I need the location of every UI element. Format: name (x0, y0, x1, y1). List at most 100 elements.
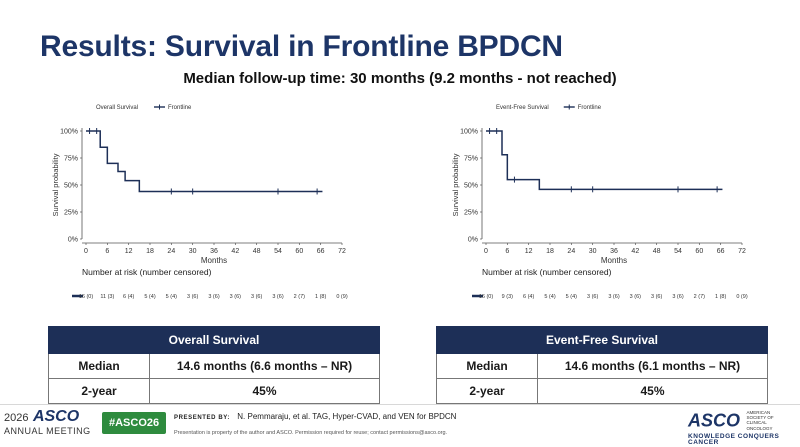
y-tick-label: 25% (464, 210, 478, 217)
y-tick-label: 100% (60, 129, 78, 136)
risk-table-value: 9 (3) (502, 294, 513, 300)
x-tick-label: 60 (295, 248, 303, 255)
table-row: 2-year 45% (436, 378, 768, 404)
risk-table-value: 6 (4) (523, 294, 534, 300)
risk-table-value: 3 (6) (672, 294, 683, 300)
x-tick-label: 6 (505, 248, 509, 255)
risk-table-title: Number at risk (number censored) (82, 267, 212, 277)
risk-table-value: 1 (8) (315, 294, 326, 300)
logo-tagline: KNOWLEDGE CONQUERS CANCER (688, 432, 780, 447)
presenter-line: PRESENTED BY: N. Pemmaraju, et al. TAG, … (174, 412, 456, 421)
row-value: 45% (149, 378, 380, 404)
risk-table-value: 5 (4) (166, 294, 177, 300)
row-label: 2-year (48, 378, 150, 404)
row-label: Median (48, 353, 150, 379)
risk-table-value: 0 (9) (336, 294, 347, 300)
x-tick-label: 42 (631, 248, 639, 255)
risk-table-value: 5 (4) (544, 294, 555, 300)
risk-table-value: 16 (0) (79, 294, 94, 300)
risk-table-value: 11 (3) (100, 294, 114, 300)
y-tick-label: 0% (468, 237, 478, 244)
x-tick-label: 30 (189, 248, 197, 255)
y-tick-label: 100% (460, 129, 478, 136)
logo-year: 2026 (4, 412, 29, 424)
overall-survival-table: Overall Survival Median 14.6 months (6.6… (48, 326, 380, 404)
logo-asco: ASCO (32, 408, 80, 425)
y-tick-label: 50% (464, 183, 478, 190)
x-tick-label: 6 (105, 248, 109, 255)
x-tick-label: 54 (274, 248, 282, 255)
x-tick-label: 24 (567, 248, 575, 255)
x-tick-label: 66 (317, 248, 325, 255)
footer-divider (0, 404, 800, 405)
event-free-survival-table: Event-Free Survival Median 14.6 months (… (436, 326, 768, 404)
y-axis-label: Survival probability (451, 153, 460, 216)
risk-table-value: 3 (6) (230, 294, 241, 300)
risk-table-value: 5 (4) (566, 294, 577, 300)
x-tick-label: 30 (589, 248, 597, 255)
logo-asco-right: ASCO (688, 410, 741, 431)
slide-subtitle: Median follow-up time: 30 months (9.2 mo… (183, 70, 617, 87)
y-tick-label: 25% (64, 210, 78, 217)
risk-table-value: 16 (0) (479, 294, 494, 300)
table-header: Event-Free Survival (436, 326, 768, 354)
logo-society: AMERICAN SOCIETY OF CLINICAL ONCOLOGY (746, 410, 774, 431)
risk-table-value: 3 (6) (187, 294, 198, 300)
x-tick-label: 54 (674, 248, 682, 255)
risk-table-value: 0 (9) (736, 294, 747, 300)
y-tick-label: 75% (464, 156, 478, 163)
x-tick-label: 60 (695, 248, 703, 255)
legend-series: Frontline (168, 105, 192, 111)
y-axis-label: Survival probability (51, 153, 60, 216)
asco-logo: ASCO AMERICAN SOCIETY OF CLINICAL ONCOLO… (688, 410, 800, 447)
logo-annual-meeting: ANNUAL MEETING (4, 426, 91, 436)
table-row: 2-year 45% (48, 378, 380, 404)
risk-table-value: 3 (6) (608, 294, 619, 300)
slide-title: Results: Survival in Frontline BPDCN (40, 30, 563, 63)
risk-table-value: 6 (4) (123, 294, 134, 300)
x-tick-label: 18 (546, 248, 554, 255)
row-value: 14.6 months (6.6 months – NR) (149, 353, 380, 379)
x-tick-label: 42 (231, 248, 239, 255)
presenter-text: N. Pemmaraju, et al. TAG, Hyper-CVAD, an… (237, 412, 457, 421)
risk-table-value: 2 (7) (294, 294, 305, 300)
risk-table-value: 3 (6) (208, 294, 219, 300)
x-tick-label: 24 (167, 248, 175, 255)
overall-survival-chart: Overall Survival Frontline 0% 25% 50% 75% 100%… (51, 104, 348, 300)
risk-table-value: 3 (6) (651, 294, 662, 300)
copyright-notice: Presentation is property of the author a… (174, 430, 448, 436)
row-label: Median (436, 353, 538, 379)
x-tick-label: 72 (338, 248, 346, 255)
x-tick-label: 12 (525, 248, 533, 255)
hashtag-badge: #ASCO26 (102, 412, 167, 434)
asco-annual-meeting-logo: 2026 ASCO ANNUAL MEETING (4, 409, 91, 436)
legend-title: Event-Free Survival (496, 105, 549, 111)
risk-table-value: 5 (4) (144, 294, 155, 300)
risk-table-value: 3 (6) (630, 294, 641, 300)
x-axis-label: Months (601, 256, 627, 265)
risk-table-value: 3 (6) (272, 294, 283, 300)
event-free-survival-chart: Event-Free Survival Frontline 0% 25% 50% 75% 1… (451, 104, 748, 300)
row-value: 14.6 months (6.1 months – NR) (537, 353, 768, 379)
risk-table-value: 1 (8) (715, 294, 726, 300)
x-tick-label: 36 (210, 248, 218, 255)
y-tick-label: 50% (64, 183, 78, 190)
x-axis-label: Months (201, 256, 227, 265)
presented-by-label: PRESENTED BY: (174, 415, 231, 421)
x-tick-label: 36 (610, 248, 618, 255)
x-tick-label: 12 (125, 248, 133, 255)
y-tick-label: 75% (64, 156, 78, 163)
row-label: 2-year (436, 378, 538, 404)
table-row: Median 14.6 months (6.1 months – NR) (436, 353, 768, 379)
y-tick-label: 0% (68, 237, 78, 244)
table-header: Overall Survival (48, 326, 380, 354)
survival-curve (86, 130, 323, 193)
survival-curve (486, 130, 723, 191)
row-value: 45% (537, 378, 768, 404)
risk-table-value: 3 (6) (251, 294, 262, 300)
legend-title: Overall Survival (96, 105, 138, 111)
x-tick-label: 66 (717, 248, 725, 255)
x-tick-label: 72 (738, 248, 746, 255)
risk-table-value: 2 (7) (694, 294, 705, 300)
x-tick-label: 0 (484, 248, 488, 255)
